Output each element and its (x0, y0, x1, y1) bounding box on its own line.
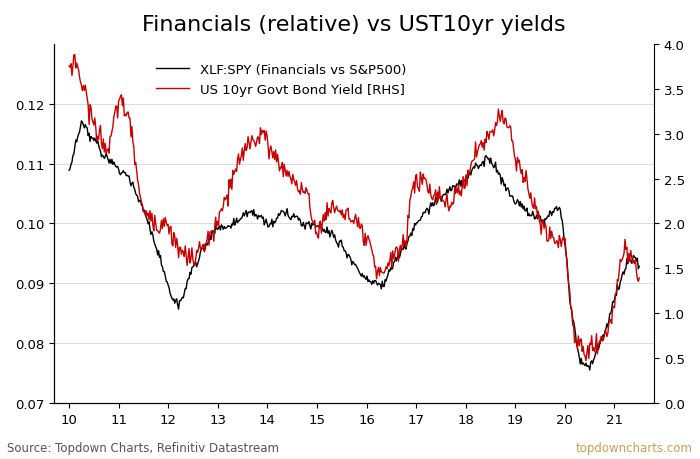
US 10yr Govt Bond Yield [RHS] (71, 53, 79, 58)
XLF:SPY (Financials vs S&P500) (586, 367, 594, 373)
US 10yr Govt Bond Yield [RHS] (582, 358, 590, 364)
US 10yr Govt Bond Yield [RHS] (447, 205, 455, 210)
US 10yr Govt Bond Yield [RHS] (167, 224, 175, 230)
XLF:SPY (Financials vs S&P500) (495, 171, 503, 176)
US 10yr Govt Bond Yield [RHS] (65, 64, 74, 70)
US 10yr Govt Bond Yield [RHS] (402, 245, 410, 251)
XLF:SPY (Financials vs S&P500) (77, 119, 85, 124)
Line: US 10yr Govt Bond Yield [RHS]: US 10yr Govt Bond Yield [RHS] (69, 56, 639, 361)
Legend: XLF:SPY (Financials vs S&P500), US 10yr Govt Bond Yield [RHS]: XLF:SPY (Financials vs S&P500), US 10yr … (150, 59, 412, 101)
US 10yr Govt Bond Yield [RHS] (212, 225, 220, 230)
Text: topdowncharts.com: topdowncharts.com (576, 442, 693, 454)
US 10yr Govt Bond Yield [RHS] (495, 114, 503, 119)
US 10yr Govt Bond Yield [RHS] (635, 275, 643, 281)
US 10yr Govt Bond Yield [RHS] (324, 214, 332, 219)
Title: Financials (relative) vs UST10yr yields: Financials (relative) vs UST10yr yields (142, 15, 566, 35)
XLF:SPY (Financials vs S&P500) (447, 189, 455, 194)
XLF:SPY (Financials vs S&P500) (324, 231, 332, 236)
Line: XLF:SPY (Financials vs S&P500): XLF:SPY (Financials vs S&P500) (69, 122, 639, 370)
XLF:SPY (Financials vs S&P500) (65, 168, 74, 174)
XLF:SPY (Financials vs S&P500) (635, 264, 643, 269)
XLF:SPY (Financials vs S&P500) (212, 226, 220, 232)
XLF:SPY (Financials vs S&P500) (402, 247, 410, 252)
Text: Source: Topdown Charts, Refinitiv Datastream: Source: Topdown Charts, Refinitiv Datast… (7, 442, 279, 454)
XLF:SPY (Financials vs S&P500) (167, 293, 175, 299)
